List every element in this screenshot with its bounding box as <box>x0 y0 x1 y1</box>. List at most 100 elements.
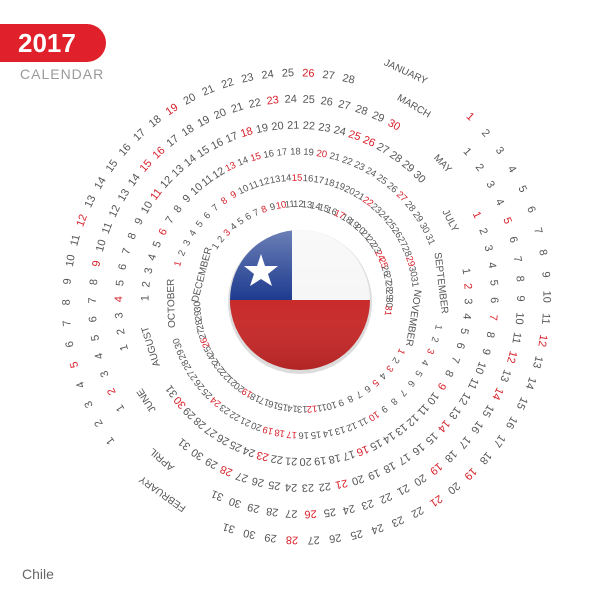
day-november-4: 4 <box>377 370 389 381</box>
day-june-26: 26 <box>361 134 377 150</box>
day-july-7: 7 <box>448 355 461 365</box>
day-january-14: 14 <box>523 375 538 391</box>
day-april-19: 19 <box>196 114 212 130</box>
month-label-november: NOVEMBER <box>403 289 423 347</box>
day-march-2: 2 <box>473 162 486 174</box>
day-august-24: 24 <box>364 165 379 180</box>
day-september-13: 13 <box>333 423 346 437</box>
day-june-20: 20 <box>271 120 285 133</box>
day-may-13: 13 <box>446 404 463 421</box>
day-august-22: 22 <box>340 154 354 168</box>
day-february-21: 21 <box>200 83 216 99</box>
day-july-4: 4 <box>460 313 473 320</box>
day-october-9: 9 <box>229 189 239 201</box>
day-november-17: 17 <box>258 394 272 408</box>
day-june-25: 25 <box>347 128 362 143</box>
day-december-25: 25 <box>376 256 390 270</box>
day-july-18: 18 <box>327 451 342 465</box>
day-june-7: 7 <box>120 247 133 256</box>
day-february-17: 17 <box>131 127 148 144</box>
day-july-15: 15 <box>368 436 384 452</box>
day-september-20: 20 <box>250 419 264 433</box>
day-april-21: 21 <box>230 101 245 116</box>
month-label-april: APRIL <box>147 445 176 473</box>
day-june-5: 5 <box>114 279 127 286</box>
day-may-7: 7 <box>487 314 500 321</box>
day-january-25: 25 <box>349 527 364 542</box>
day-december-18: 18 <box>339 212 354 227</box>
day-july-13: 13 <box>393 421 410 438</box>
day-december-6: 6 <box>243 211 253 223</box>
day-june-4: 4 <box>113 296 125 302</box>
day-august-21: 21 <box>328 151 341 164</box>
day-november-25: 25 <box>202 344 217 359</box>
day-july-17: 17 <box>341 447 356 462</box>
day-october-31: 31 <box>408 276 421 288</box>
day-october-12: 12 <box>258 176 271 190</box>
day-december-19: 19 <box>346 216 361 231</box>
day-january-31: 31 <box>221 520 236 535</box>
month-label-may: MAY <box>431 153 454 176</box>
day-march-20: 20 <box>412 471 429 488</box>
day-september-2: 2 <box>428 335 440 343</box>
day-june-28: 28 <box>387 149 404 166</box>
day-march-28: 28 <box>265 505 279 518</box>
day-september-3: 3 <box>424 347 436 356</box>
day-december-26: 26 <box>378 264 392 278</box>
day-november-12: 12 <box>306 402 318 414</box>
day-january-6: 6 <box>524 205 537 215</box>
chile-flag-icon <box>228 230 372 374</box>
day-march-14: 14 <box>489 386 505 402</box>
day-january-17: 17 <box>491 432 508 449</box>
country-label: Chile <box>22 566 54 582</box>
day-october-28: 28 <box>399 245 413 259</box>
calendar-label: CALENDAR <box>20 66 105 82</box>
day-february-27: 27 <box>322 69 336 82</box>
day-october-30: 30 <box>406 265 419 278</box>
day-may-25: 25 <box>267 478 281 492</box>
day-november-1: 1 <box>395 347 407 357</box>
day-july-8: 8 <box>442 368 455 379</box>
day-december-3: 3 <box>221 227 233 238</box>
day-january-19: 19 <box>462 465 479 482</box>
day-june-2: 2 <box>115 328 128 336</box>
day-september-4: 4 <box>418 358 430 368</box>
day-june-23: 23 <box>318 121 332 135</box>
day-june-8: 8 <box>126 231 139 241</box>
day-march-15: 15 <box>479 402 496 419</box>
day-march-23: 23 <box>360 496 375 511</box>
day-april-22: 22 <box>248 96 263 110</box>
day-august-20: 20 <box>316 148 328 160</box>
day-february-1: 1 <box>104 435 117 447</box>
day-january-28: 28 <box>286 533 299 545</box>
day-july-16: 16 <box>355 442 371 458</box>
day-january-18: 18 <box>477 449 494 466</box>
day-august-8: 8 <box>172 203 185 215</box>
day-september-30: 30 <box>171 336 185 350</box>
day-may-12: 12 <box>456 390 473 407</box>
day-june-29: 29 <box>399 158 416 175</box>
day-september-10: 10 <box>366 408 381 423</box>
day-september-1: 1 <box>432 324 444 331</box>
day-april-18: 18 <box>180 122 197 139</box>
day-may-6: 6 <box>488 297 500 303</box>
day-november-27: 27 <box>195 327 209 341</box>
day-october-27: 27 <box>395 235 410 250</box>
day-november-9: 9 <box>336 396 345 408</box>
day-april-27: 27 <box>337 98 352 112</box>
day-september-27: 27 <box>185 367 200 382</box>
day-may-21: 21 <box>334 476 349 490</box>
day-september-14: 14 <box>322 426 335 439</box>
day-january-23: 23 <box>390 513 406 529</box>
month-label-january: JANUARY <box>382 58 429 88</box>
day-january-27: 27 <box>307 533 320 546</box>
day-july-3: 3 <box>462 298 474 304</box>
day-february-14: 14 <box>92 175 109 192</box>
day-may-17: 17 <box>396 450 413 467</box>
day-march-11: 11 <box>509 331 523 344</box>
day-february-10: 10 <box>64 254 78 268</box>
day-november-5: 5 <box>370 377 381 389</box>
day-july-9: 9 <box>435 380 448 391</box>
day-august-14: 14 <box>236 155 250 169</box>
month-label-march: MARCH <box>395 93 432 121</box>
